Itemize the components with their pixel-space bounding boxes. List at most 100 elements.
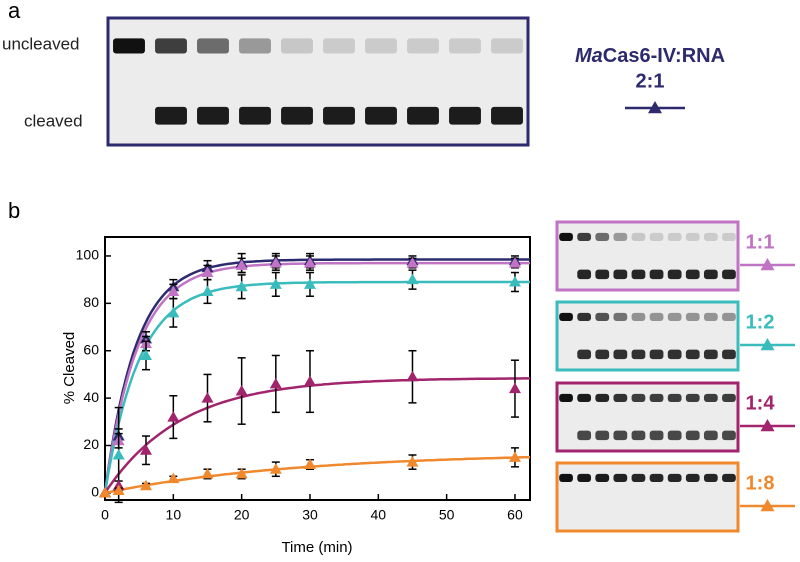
- gel-band: [281, 38, 313, 54]
- gel-band: [595, 232, 610, 242]
- plot-frame: [104, 236, 531, 501]
- data-point: [406, 370, 419, 382]
- gel-band: [197, 106, 229, 125]
- data-point: [235, 280, 248, 292]
- data-point: [269, 463, 282, 474]
- data-point: [508, 276, 521, 287]
- data-point: [269, 278, 282, 289]
- x-axis-label: Time (min): [281, 539, 352, 556]
- gel-band: [703, 269, 718, 280]
- y-axis-label: % Cleaved: [61, 332, 78, 405]
- gel-band: [649, 393, 664, 403]
- data-point: [235, 467, 248, 479]
- gel-band: [685, 430, 700, 441]
- y-tick-label: 20: [83, 436, 99, 452]
- gel-band: [722, 312, 736, 322]
- gel-band: [577, 393, 592, 403]
- data-point: [303, 458, 316, 469]
- gel-band: [491, 38, 523, 54]
- gel-band: [155, 106, 187, 125]
- y-tick-label: 100: [76, 247, 100, 263]
- gel-band: [239, 106, 271, 125]
- gel-band: [613, 430, 628, 441]
- gel-band: [239, 38, 271, 54]
- gel-band: [649, 349, 664, 360]
- x-tick-label: 50: [439, 507, 455, 523]
- data-point: [235, 385, 248, 396]
- x-tick-label: 10: [166, 507, 182, 523]
- x-tick-label: 0: [101, 507, 109, 523]
- data-point: [406, 273, 419, 285]
- gel-band: [113, 38, 145, 54]
- y-tick-label: 40: [83, 389, 99, 405]
- gel-band: [685, 232, 700, 242]
- data-point: [201, 392, 214, 403]
- gel-band: [722, 430, 736, 441]
- gel-band: [577, 473, 592, 483]
- data-point: [139, 349, 152, 360]
- gel-band: [559, 232, 573, 242]
- gel-band: [577, 430, 592, 441]
- data-point: [406, 456, 419, 467]
- data-point: [167, 285, 180, 296]
- data-point: [139, 444, 152, 455]
- gel-band: [649, 232, 664, 242]
- gel-band: [613, 312, 628, 322]
- data-point: [201, 266, 214, 278]
- gel-band: [595, 269, 610, 280]
- legend-marker: [648, 101, 662, 114]
- legend-marker: [760, 258, 775, 271]
- gel-band: [703, 349, 718, 360]
- data-point: [201, 467, 214, 479]
- gel: [555, 300, 740, 372]
- gel-band: [703, 430, 718, 441]
- data-point: [139, 479, 152, 491]
- y-tick-label: 60: [83, 341, 99, 357]
- gel-band: [631, 269, 646, 280]
- data-point: [235, 259, 248, 270]
- data-point: [303, 375, 316, 387]
- band-label: cleaved: [24, 111, 83, 130]
- data-point: [112, 484, 125, 496]
- x-tick-label: 30: [302, 507, 318, 523]
- x-tick-label: 60: [507, 507, 523, 523]
- gel-band: [595, 473, 610, 483]
- legend-label: 1:8: [746, 472, 775, 494]
- data-point: [269, 377, 282, 389]
- gel-band: [667, 473, 682, 483]
- gel-band: [595, 349, 610, 360]
- x-tick-label: 40: [371, 507, 387, 523]
- legend-label: 1:1: [746, 231, 775, 253]
- gel-band: [595, 430, 610, 441]
- gel-band: [722, 349, 736, 360]
- data-point: [303, 278, 316, 289]
- gel-band: [491, 106, 523, 125]
- gel-band: [449, 38, 481, 54]
- gel-band: [613, 232, 628, 242]
- gel-band: [685, 269, 700, 280]
- data-point: [167, 306, 180, 318]
- gel-band: [631, 473, 646, 483]
- gel-band: [649, 312, 664, 322]
- gel-band: [631, 430, 646, 441]
- gel-band: [722, 473, 736, 483]
- gel-band: [685, 393, 700, 403]
- band-label: uncleaved: [2, 34, 80, 53]
- data-point: [508, 257, 521, 268]
- legend-title-rest: Cas6-IV:RNA: [603, 45, 725, 67]
- gel-band: [559, 393, 573, 403]
- gel-band: [722, 232, 736, 242]
- x-tick-label: 20: [234, 507, 250, 523]
- gel-band: [649, 473, 664, 483]
- data-point: [508, 382, 521, 394]
- gel-band: [685, 349, 700, 360]
- gel-band: [577, 232, 592, 242]
- data-point: [167, 472, 180, 484]
- gel-band: [449, 106, 481, 125]
- gel-band: [323, 38, 355, 54]
- gel-band: [685, 312, 700, 322]
- gel-band: [631, 312, 646, 322]
- gel-band: [667, 349, 682, 360]
